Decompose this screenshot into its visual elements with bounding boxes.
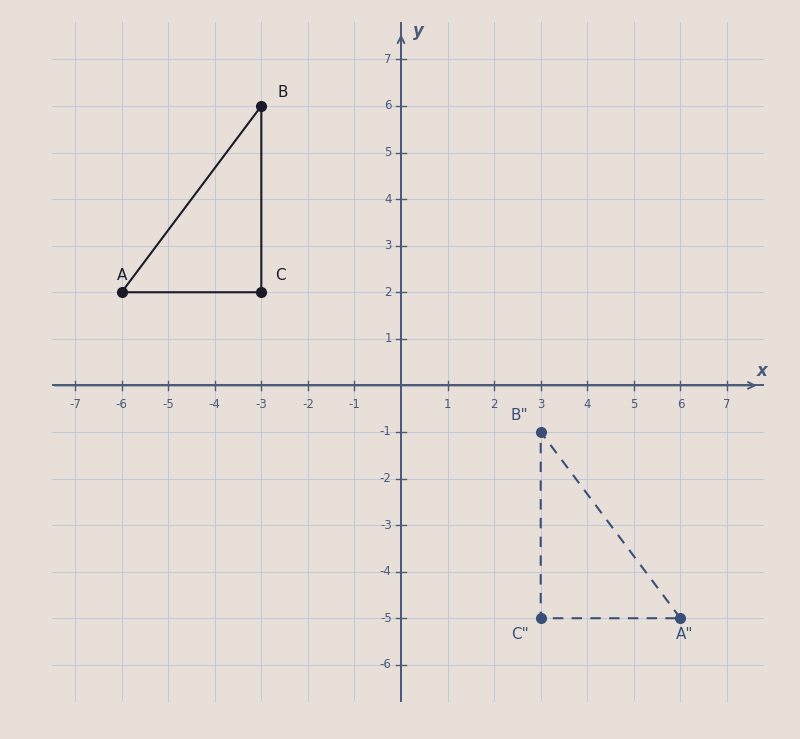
Text: 6: 6 bbox=[677, 398, 684, 412]
Text: -5: -5 bbox=[162, 398, 174, 412]
Text: C": C" bbox=[511, 627, 529, 642]
Text: 3: 3 bbox=[384, 239, 392, 252]
Text: 2: 2 bbox=[490, 398, 498, 412]
Text: -6: -6 bbox=[116, 398, 127, 412]
Text: 4: 4 bbox=[583, 398, 591, 412]
Text: -6: -6 bbox=[380, 658, 392, 671]
Text: -4: -4 bbox=[380, 565, 392, 578]
Text: -4: -4 bbox=[209, 398, 221, 412]
Text: C: C bbox=[274, 268, 286, 284]
Text: -2: -2 bbox=[380, 472, 392, 485]
Text: 1: 1 bbox=[444, 398, 451, 412]
Text: -3: -3 bbox=[255, 398, 267, 412]
Text: x: x bbox=[757, 362, 767, 381]
Text: -1: -1 bbox=[349, 398, 360, 412]
Text: A": A" bbox=[676, 627, 694, 642]
Text: 7: 7 bbox=[723, 398, 730, 412]
Text: -2: -2 bbox=[302, 398, 314, 412]
Text: 6: 6 bbox=[384, 100, 392, 112]
Text: -7: -7 bbox=[69, 398, 81, 412]
Text: 2: 2 bbox=[384, 286, 392, 299]
Text: -3: -3 bbox=[380, 519, 392, 531]
Text: -5: -5 bbox=[380, 612, 392, 624]
Text: 5: 5 bbox=[630, 398, 638, 412]
Text: B": B" bbox=[511, 408, 529, 423]
Text: y: y bbox=[413, 22, 423, 41]
Text: 5: 5 bbox=[384, 146, 392, 159]
Text: 1: 1 bbox=[384, 333, 392, 345]
Text: A: A bbox=[117, 268, 126, 284]
Text: -1: -1 bbox=[380, 426, 392, 438]
Text: 7: 7 bbox=[384, 53, 392, 66]
Text: B: B bbox=[277, 84, 287, 100]
Text: 4: 4 bbox=[384, 193, 392, 205]
Text: 3: 3 bbox=[537, 398, 545, 412]
